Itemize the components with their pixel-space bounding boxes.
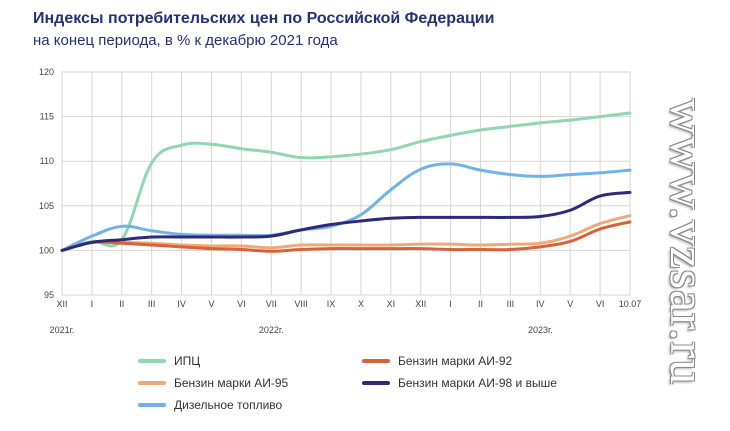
x-tick-label: 10.07 (619, 299, 642, 309)
x-tick-label: IX (327, 299, 336, 309)
x-tick-label: V (208, 299, 214, 309)
legend-swatch-cpi (138, 359, 166, 363)
series-line-ai95 (60, 214, 632, 252)
legend-item-ai92: Бензин марки АИ-92 (362, 352, 562, 368)
series-line-ai98 (60, 190, 632, 252)
legend-label-diesel: Дизельное топливо (174, 398, 283, 412)
legend-label-ai95: Бензин марки АИ-95 (174, 376, 289, 390)
x-tick-label: III (507, 299, 515, 309)
chart-title: Индексы потребительских цен по Российско… (33, 10, 495, 27)
x-tick-label: X (358, 299, 364, 309)
series-line-ai92 (60, 220, 632, 253)
x-tick-label: I (91, 299, 94, 309)
y-tick-label: 100 (39, 245, 54, 255)
year-label: 2022г. (259, 325, 284, 335)
x-tick-label: VI (237, 299, 246, 309)
y-tick-label: 110 (40, 156, 54, 166)
legend-swatch-ai98 (362, 381, 390, 385)
legend-label-cpi: ИПЦ (174, 354, 201, 368)
y-tick-label: 105 (39, 201, 54, 211)
x-tick-label: XII (415, 299, 426, 309)
legend-swatch-diesel (138, 403, 166, 407)
year-label: 2023г. (528, 325, 553, 335)
x-tick-label: VI (596, 299, 605, 309)
watermark-text: www.vzsar.ru (660, 98, 716, 386)
x-tick-label: IV (177, 299, 186, 309)
y-tick-label: 115 (40, 112, 54, 122)
x-tick-label: II (478, 299, 483, 309)
legend-label-ai92: Бензин марки АИ-92 (398, 354, 513, 368)
watermark: www.vzsar.ru (648, 62, 728, 422)
legend-item-ai95: Бензин марки АИ-95 (138, 374, 338, 390)
legend-item-ai98: Бензин марки АИ-98 и выше (362, 374, 592, 390)
x-tick-label: IV (536, 299, 545, 309)
legend-item-cpi: ИПЦ (138, 352, 318, 368)
x-tick-label: I (449, 299, 452, 309)
legend-swatch-ai92 (362, 359, 390, 363)
x-tick-label: V (567, 299, 573, 309)
y-tick-label: 95 (44, 290, 54, 300)
legend-swatch-ai95 (138, 381, 166, 385)
legend-label-ai98: Бензин марки АИ-98 и выше (398, 376, 557, 390)
x-tick-label: VIII (294, 299, 308, 309)
x-tick-label: XII (56, 299, 67, 309)
year-label: 2021г. (50, 325, 75, 335)
x-tick-label: VII (266, 299, 277, 309)
legend-item-diesel: Дизельное топливо (138, 396, 338, 412)
x-tick-label: III (148, 299, 156, 309)
x-tick-label: XI (387, 299, 396, 309)
chart-subtitle: на конец периода, в % к декабрю 2021 год… (33, 32, 338, 49)
plot-frame (61, 71, 631, 296)
y-tick-label: 120 (39, 67, 54, 77)
x-tick-label: II (119, 299, 124, 309)
series-line-cpi (60, 111, 632, 252)
